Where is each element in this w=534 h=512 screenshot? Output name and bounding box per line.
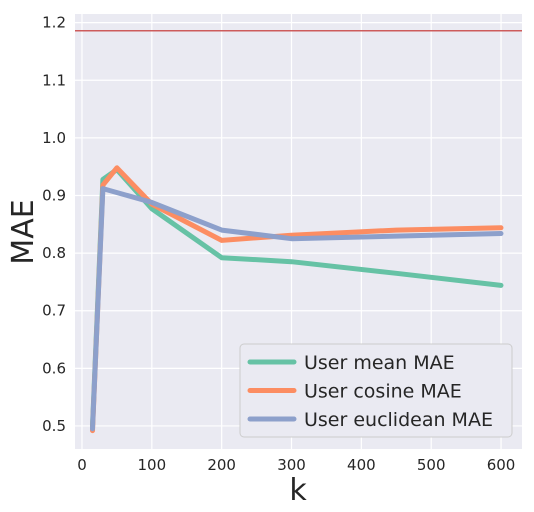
series-line xyxy=(90,165,504,434)
x-tick-label: 400 xyxy=(347,456,376,474)
y-axis-label: MAE xyxy=(6,199,41,264)
x-tick-label: 100 xyxy=(138,456,167,474)
series-line xyxy=(90,167,504,429)
x-tick-label: 500 xyxy=(417,456,446,474)
y-tick-label: 0.5 xyxy=(42,417,66,435)
y-tick-label: 0.7 xyxy=(42,302,66,320)
x-tick-labels: 0 100 200 300 400 500 600 xyxy=(77,456,515,474)
legend: User mean MAE User cosine MAE User euclide… xyxy=(239,343,513,438)
y-tick-label: 1.2 xyxy=(42,14,66,32)
y-tick-label: 1.0 xyxy=(42,129,66,147)
y-tick-label: 0.8 xyxy=(42,244,66,262)
x-tick-label: 0 xyxy=(77,456,87,474)
y-tick-label: 0.9 xyxy=(42,186,66,204)
series-line xyxy=(90,186,504,432)
x-axis-label: k xyxy=(289,473,307,508)
x-tick-label: 300 xyxy=(277,456,306,474)
legend-label: User euclidean MAE xyxy=(304,409,493,431)
legend-label: User cosine MAE xyxy=(304,381,462,403)
y-tick-label: 0.6 xyxy=(42,359,66,377)
y-tick-labels: 0.5 0.6 0.7 0.8 0.9 1.0 1.1 1.2 xyxy=(42,14,66,435)
legend-label: User mean MAE xyxy=(304,352,455,374)
x-tick-label: 200 xyxy=(207,456,236,474)
grid-lines xyxy=(75,14,522,449)
legend-box xyxy=(239,343,513,438)
series-lines xyxy=(90,165,504,434)
x-tick-label: 600 xyxy=(487,456,516,474)
y-tick-label: 1.1 xyxy=(42,71,66,89)
